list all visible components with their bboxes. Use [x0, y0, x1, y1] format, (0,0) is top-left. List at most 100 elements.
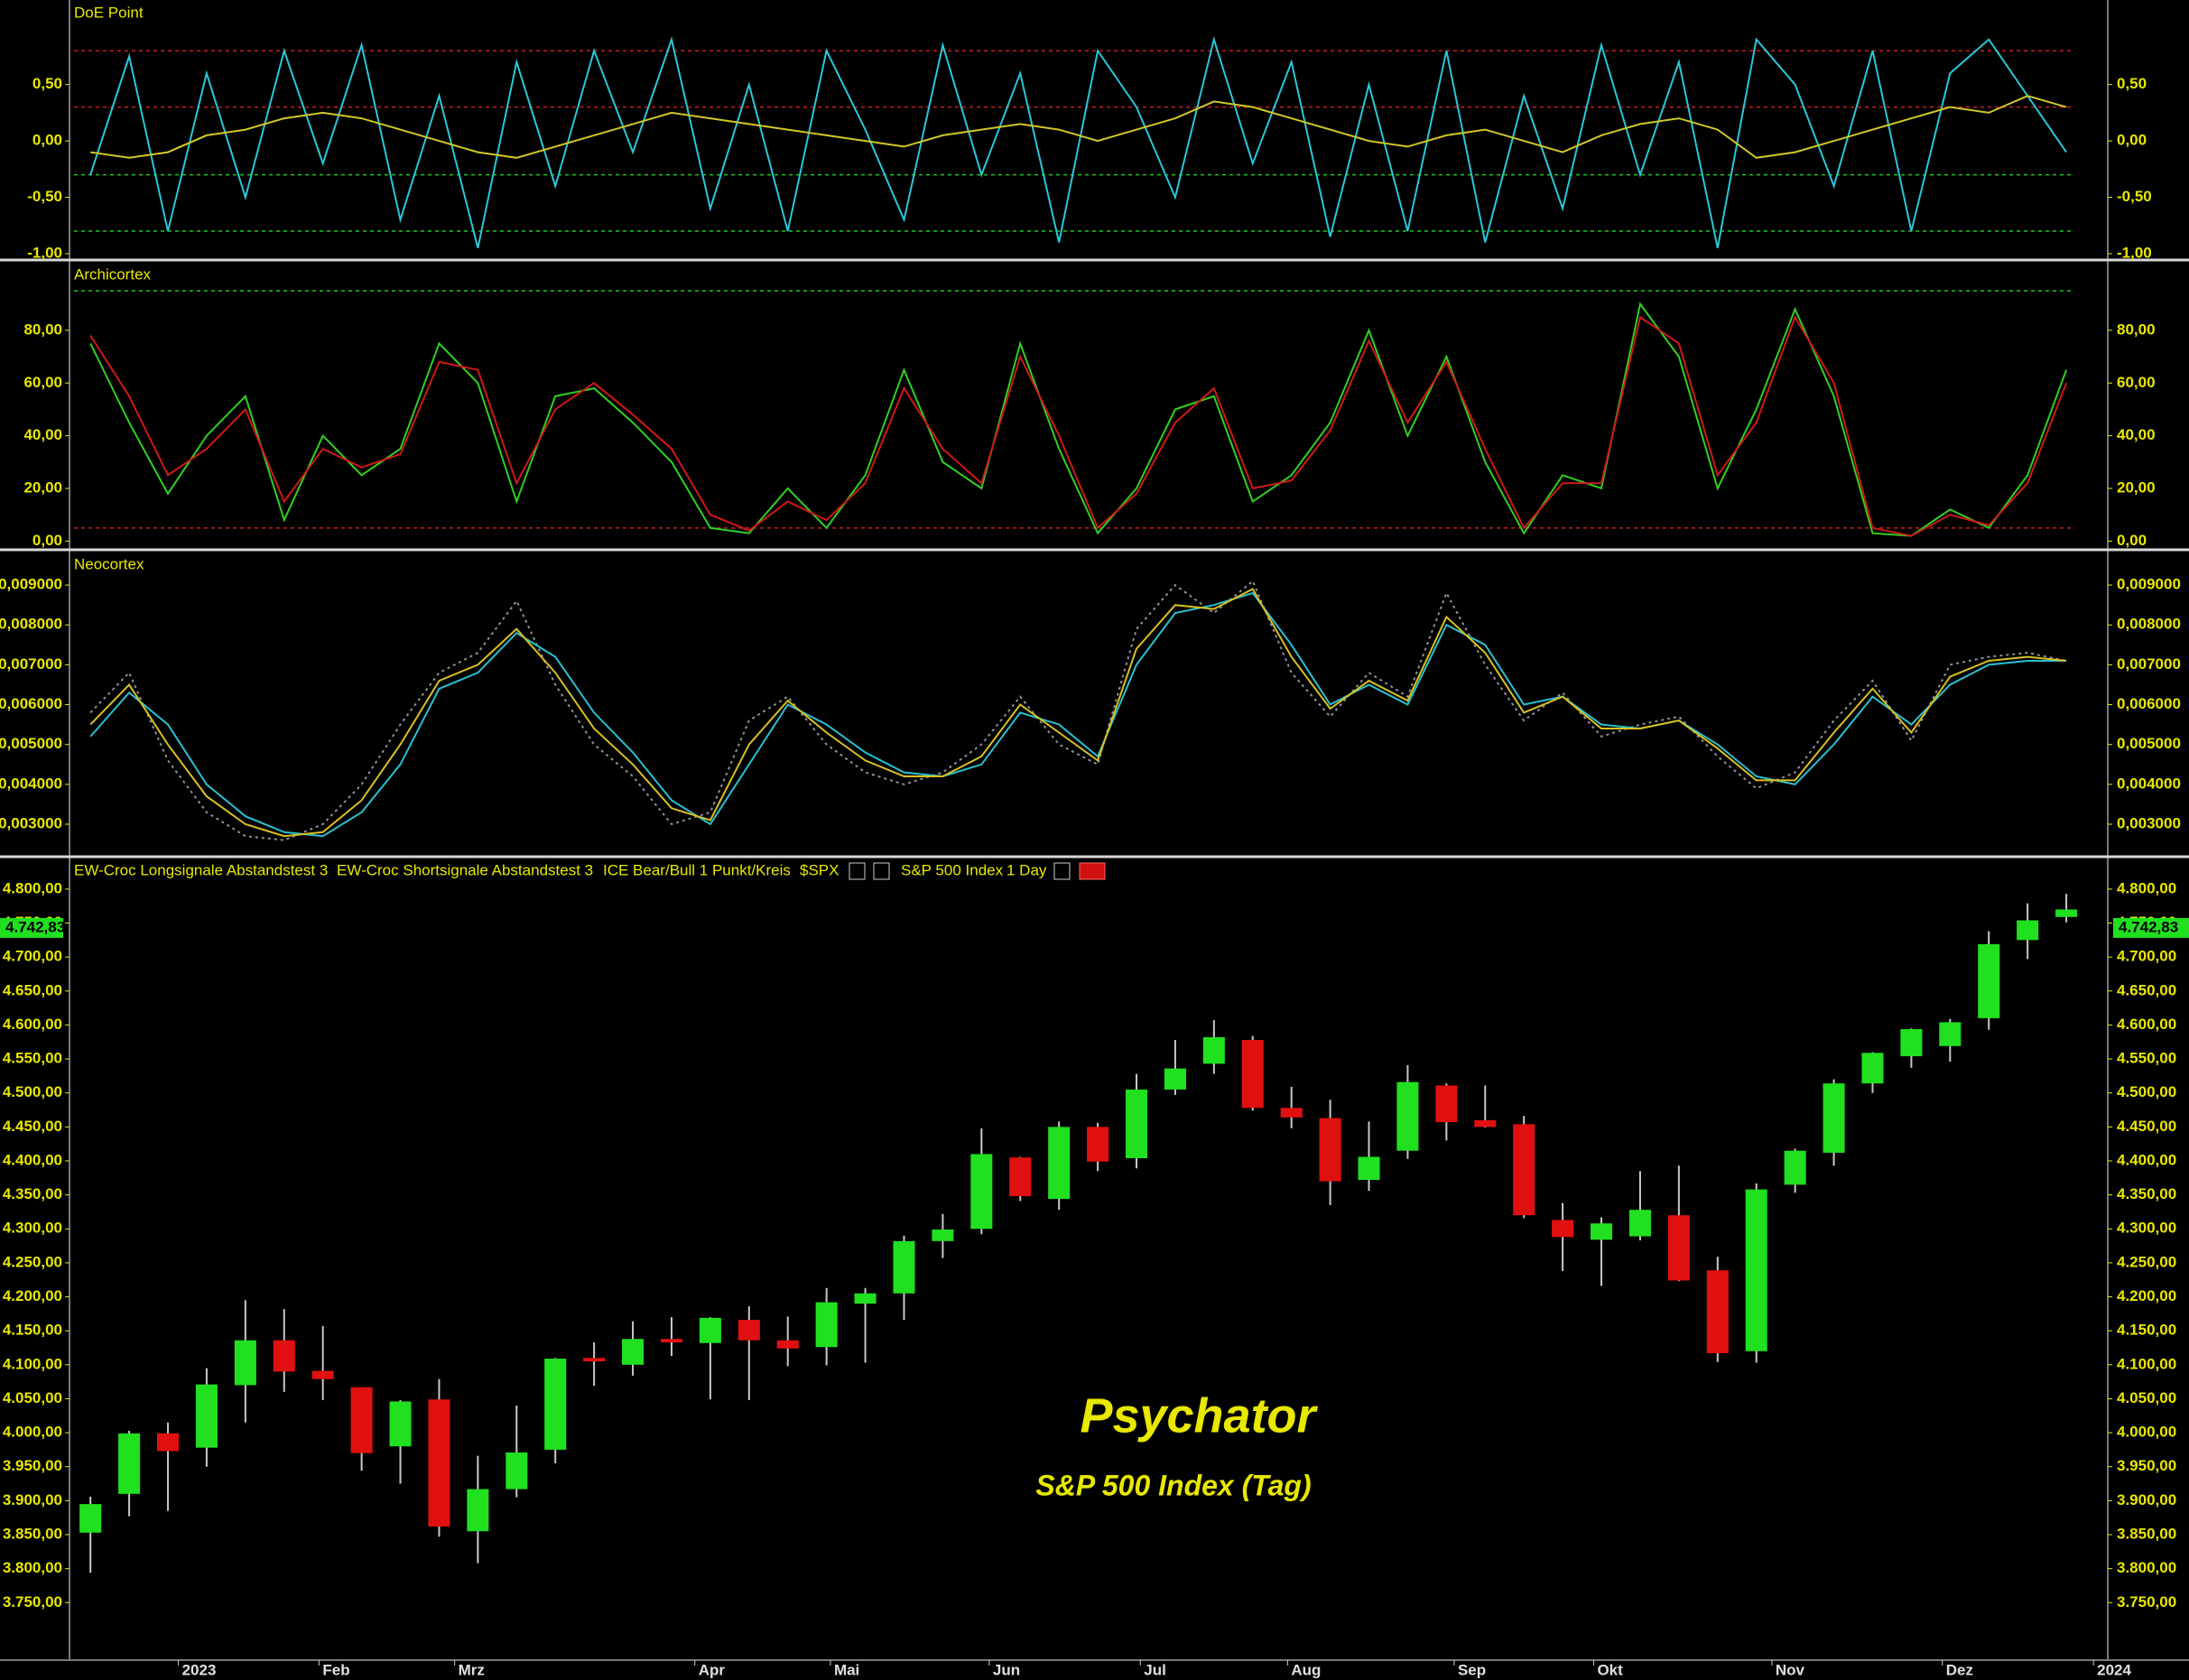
candle-body: [1978, 943, 2000, 1018]
y-tick-label: 3.750,00: [2117, 1593, 2176, 1610]
candle-body: [1358, 1156, 1380, 1181]
y-tick-label: 4.300,00: [2117, 1220, 2176, 1237]
dropdown[interactable]: [873, 862, 890, 880]
candle-body: [1202, 1036, 1225, 1064]
y-tick-label: 60,00: [2117, 374, 2156, 391]
x-tick-label: Jul: [1144, 1661, 1166, 1678]
candle-body: [893, 1240, 915, 1294]
panel-title: Neocortex: [74, 555, 144, 572]
y-tick-label: 4.100,00: [2117, 1355, 2176, 1372]
y-tick-label: 4.800,00: [3, 879, 62, 896]
candle-body: [1900, 1028, 1923, 1057]
candle-body: [1435, 1085, 1458, 1123]
y-tick-label: 0,007000: [0, 655, 62, 673]
candle-body: [1009, 1157, 1032, 1197]
y-tick-label: 4.650,00: [2117, 981, 2176, 998]
y-tick-label: 0,005000: [2117, 735, 2181, 752]
y-tick-label: 3.850,00: [2117, 1525, 2176, 1542]
y-tick-label: 3.800,00: [3, 1559, 62, 1576]
y-tick-label: 4.050,00: [3, 1389, 62, 1406]
candle-body: [311, 1370, 334, 1379]
candle-body: [1125, 1089, 1148, 1158]
x-tick-label: Nov: [1776, 1661, 1805, 1678]
symbol-name: S&P 500 Index: [901, 861, 1004, 878]
y-tick-label: 4.600,00: [2117, 1016, 2176, 1033]
y-tick-label: 4.100,00: [3, 1355, 62, 1372]
y-tick-label: 4.450,00: [3, 1118, 62, 1135]
y-tick-label: 4.150,00: [3, 1322, 62, 1339]
y-tick-label: 4.350,00: [3, 1185, 62, 1202]
candle-body: [660, 1339, 682, 1342]
y-tick-label: 60,00: [23, 374, 62, 391]
candle-body: [815, 1302, 838, 1348]
y-tick-label: 4.700,00: [3, 948, 62, 965]
y-tick-label: 0,00: [2117, 532, 2147, 549]
y-tick-label: 4.000,00: [3, 1424, 62, 1441]
y-tick-label: 4.800,00: [2117, 879, 2176, 896]
y-tick-label: 0,008000: [0, 616, 62, 633]
y-tick-label: 4.550,00: [2117, 1050, 2176, 1067]
y-tick-label: 4.550,00: [3, 1050, 62, 1067]
y-tick-label: -0,50: [27, 188, 62, 205]
y-tick-label: 4.200,00: [3, 1287, 62, 1304]
series-line: [89, 588, 2067, 838]
watermark-title: Psychator: [1080, 1388, 1318, 1443]
candle-body: [1396, 1081, 1419, 1151]
interval: 1 Day: [1006, 861, 1047, 878]
y-tick-label: 4.600,00: [3, 1016, 62, 1033]
candle-body: [622, 1339, 645, 1365]
x-tick-label: Mrz: [459, 1661, 485, 1678]
series-line: [89, 580, 2067, 841]
y-tick-label: 0,00: [2117, 132, 2147, 149]
y-tick-label: 4.150,00: [2117, 1322, 2176, 1339]
x-tick-label: 2023: [182, 1661, 217, 1678]
y-tick-label: 0,009000: [2117, 576, 2181, 593]
y-tick-label: 0,006000: [2117, 695, 2181, 712]
x-tick-label: Dez: [1946, 1661, 1973, 1678]
y-tick-label: 0,004000: [2117, 775, 2181, 792]
candle-body: [699, 1317, 721, 1343]
candle-body: [583, 1358, 606, 1362]
candle-body: [118, 1433, 141, 1494]
watermark-subtitle: S&P 500 Index (Tag): [1035, 1469, 1311, 1501]
candle-body: [234, 1340, 256, 1386]
candle-body: [737, 1320, 760, 1341]
y-tick-label: 4.500,00: [3, 1083, 62, 1100]
candle-body: [1513, 1124, 1535, 1216]
candle-body: [156, 1433, 180, 1452]
y-tick-label: 4.350,00: [2117, 1185, 2176, 1202]
candle-body: [79, 1504, 102, 1533]
dropdown[interactable]: [849, 862, 866, 880]
candle-body: [1784, 1150, 1806, 1185]
y-tick-label: 0,004000: [0, 775, 62, 792]
y-tick-label: 0,00: [32, 532, 62, 549]
candle-body: [1745, 1189, 1767, 1351]
interval-dropdown[interactable]: [1053, 862, 1071, 880]
candle-body: [1474, 1119, 1497, 1128]
symbol: $SPX: [800, 861, 839, 878]
y-tick-label: 20,00: [23, 479, 62, 497]
x-tick-label: Feb: [322, 1661, 349, 1678]
candle-body: [544, 1359, 567, 1450]
candle-body: [195, 1384, 218, 1448]
candle-body: [1667, 1215, 1690, 1281]
candle-body: [1628, 1210, 1651, 1237]
x-tick-label: 2024: [2097, 1661, 2131, 1678]
candle-body: [273, 1340, 295, 1372]
x-tick-label: Apr: [699, 1661, 726, 1678]
candle-body: [1823, 1083, 1845, 1153]
y-tick-label: 3.900,00: [3, 1491, 62, 1508]
series-line: [89, 591, 2067, 838]
x-tick-label: Okt: [1597, 1661, 1623, 1678]
y-tick-label: -1,00: [2117, 244, 2152, 261]
y-tick-label: 4.000,00: [2117, 1424, 2176, 1441]
y-tick-label: -1,00: [27, 244, 62, 261]
candle-body: [2017, 920, 2039, 941]
series-line: [90, 95, 2067, 159]
last-price-box: [0, 917, 63, 938]
candle-body: [1939, 1022, 1962, 1046]
y-tick-label: 4.200,00: [2117, 1287, 2176, 1304]
close-button[interactable]: [1079, 862, 1106, 880]
